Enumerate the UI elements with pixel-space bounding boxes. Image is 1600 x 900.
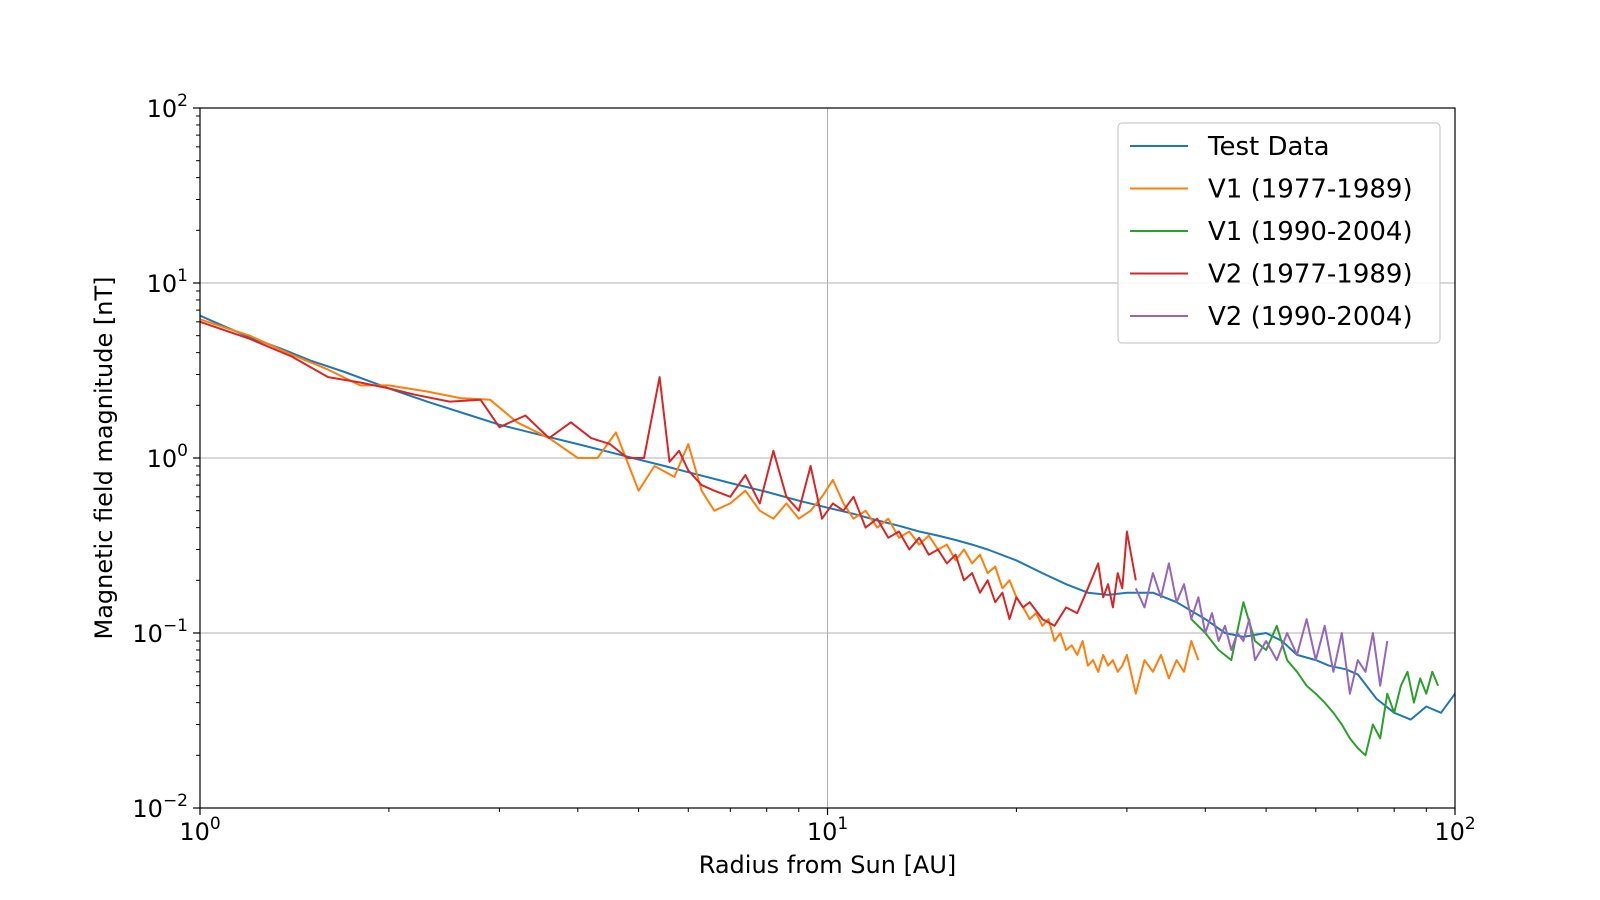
x-tick-label: 101 xyxy=(807,814,848,846)
legend-box xyxy=(1117,122,1441,344)
series-line-1 xyxy=(200,318,1200,695)
legend-label: V2 (1977-1989) xyxy=(1208,260,1413,290)
series-line-0 xyxy=(200,314,1455,721)
series-line-3 xyxy=(200,320,1137,627)
legend-label: V2 (1990-2004) xyxy=(1208,302,1413,332)
y-tick-label: 101 xyxy=(147,266,188,298)
series-line-2 xyxy=(1190,601,1440,757)
legend-label: V1 (1977-1989) xyxy=(1208,175,1413,205)
legend-label: Test Data xyxy=(1207,132,1330,162)
y-axis: 10−2 10−1 100 101 102 xyxy=(132,91,200,823)
series-group xyxy=(200,314,1455,757)
y-tick-label: 100 xyxy=(147,441,188,473)
x-axis: 100 101 102 xyxy=(179,808,1476,846)
x-tick-label: 102 xyxy=(1434,814,1475,846)
y-axis-label: Magnetic field magnitude [nT] xyxy=(90,277,118,640)
x-axis-label: Radius from Sun [AU] xyxy=(699,851,957,879)
legend: Test Data V1 (1977-1989) V1 (1990-2004) V2 … xyxy=(1117,122,1441,344)
series-line-4 xyxy=(1134,562,1389,695)
y-tick-label: 10−1 xyxy=(132,616,188,648)
y-tick-label: 10−2 xyxy=(132,791,188,823)
y-tick-label: 102 xyxy=(147,91,188,123)
legend-label: V1 (1990-2004) xyxy=(1208,217,1413,247)
x-tick-label: 100 xyxy=(179,814,220,846)
